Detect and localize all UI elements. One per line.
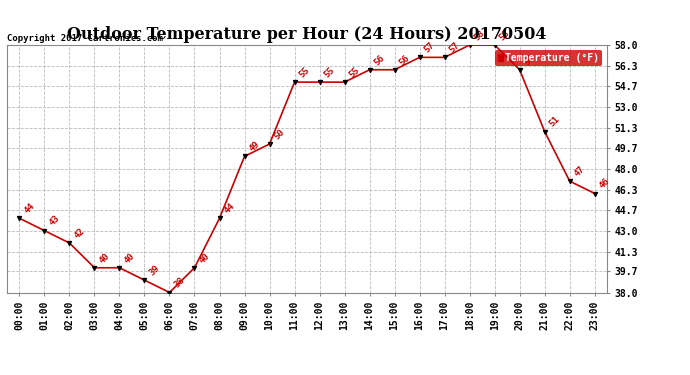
Point [214, 215, 225, 221]
Text: 56: 56 [373, 53, 386, 67]
Text: 40: 40 [122, 251, 136, 265]
Text: 57: 57 [447, 40, 462, 55]
Text: 58: 58 [473, 28, 486, 42]
Point [539, 129, 550, 135]
Text: 47: 47 [573, 164, 586, 178]
Text: 56: 56 [397, 53, 411, 67]
Point [489, 42, 500, 48]
Text: 56: 56 [522, 53, 536, 67]
Text: 50: 50 [273, 127, 286, 141]
Legend: Temperature (°F): Temperature (°F) [495, 50, 602, 66]
Point [339, 79, 350, 85]
Text: 44: 44 [22, 201, 36, 216]
Point [114, 265, 125, 271]
Point [139, 277, 150, 283]
Text: 42: 42 [72, 226, 86, 240]
Text: 57: 57 [422, 40, 436, 55]
Text: 49: 49 [247, 140, 262, 154]
Point [64, 240, 75, 246]
Title: Outdoor Temperature per Hour (24 Hours) 20170504: Outdoor Temperature per Hour (24 Hours) … [68, 27, 546, 44]
Point [589, 190, 600, 196]
Text: 46: 46 [598, 177, 611, 191]
Text: 40: 40 [97, 251, 111, 265]
Text: 38: 38 [172, 276, 186, 290]
Text: 58: 58 [497, 28, 511, 42]
Point [239, 153, 250, 159]
Text: 55: 55 [322, 65, 336, 80]
Point [189, 265, 200, 271]
Point [289, 79, 300, 85]
Text: 55: 55 [297, 65, 311, 80]
Point [89, 265, 100, 271]
Text: 43: 43 [47, 214, 61, 228]
Point [564, 178, 575, 184]
Point [439, 54, 450, 60]
Point [464, 42, 475, 48]
Point [164, 290, 175, 296]
Point [264, 141, 275, 147]
Text: 55: 55 [347, 65, 362, 80]
Point [389, 67, 400, 73]
Point [14, 215, 25, 221]
Point [314, 79, 325, 85]
Point [514, 67, 525, 73]
Text: 39: 39 [147, 263, 161, 278]
Text: Copyright 2017 Cartronics.com: Copyright 2017 Cartronics.com [7, 33, 163, 42]
Text: 51: 51 [547, 115, 562, 129]
Point [39, 228, 50, 234]
Point [414, 54, 425, 60]
Point [364, 67, 375, 73]
Text: 44: 44 [222, 201, 236, 216]
Text: 40: 40 [197, 251, 211, 265]
